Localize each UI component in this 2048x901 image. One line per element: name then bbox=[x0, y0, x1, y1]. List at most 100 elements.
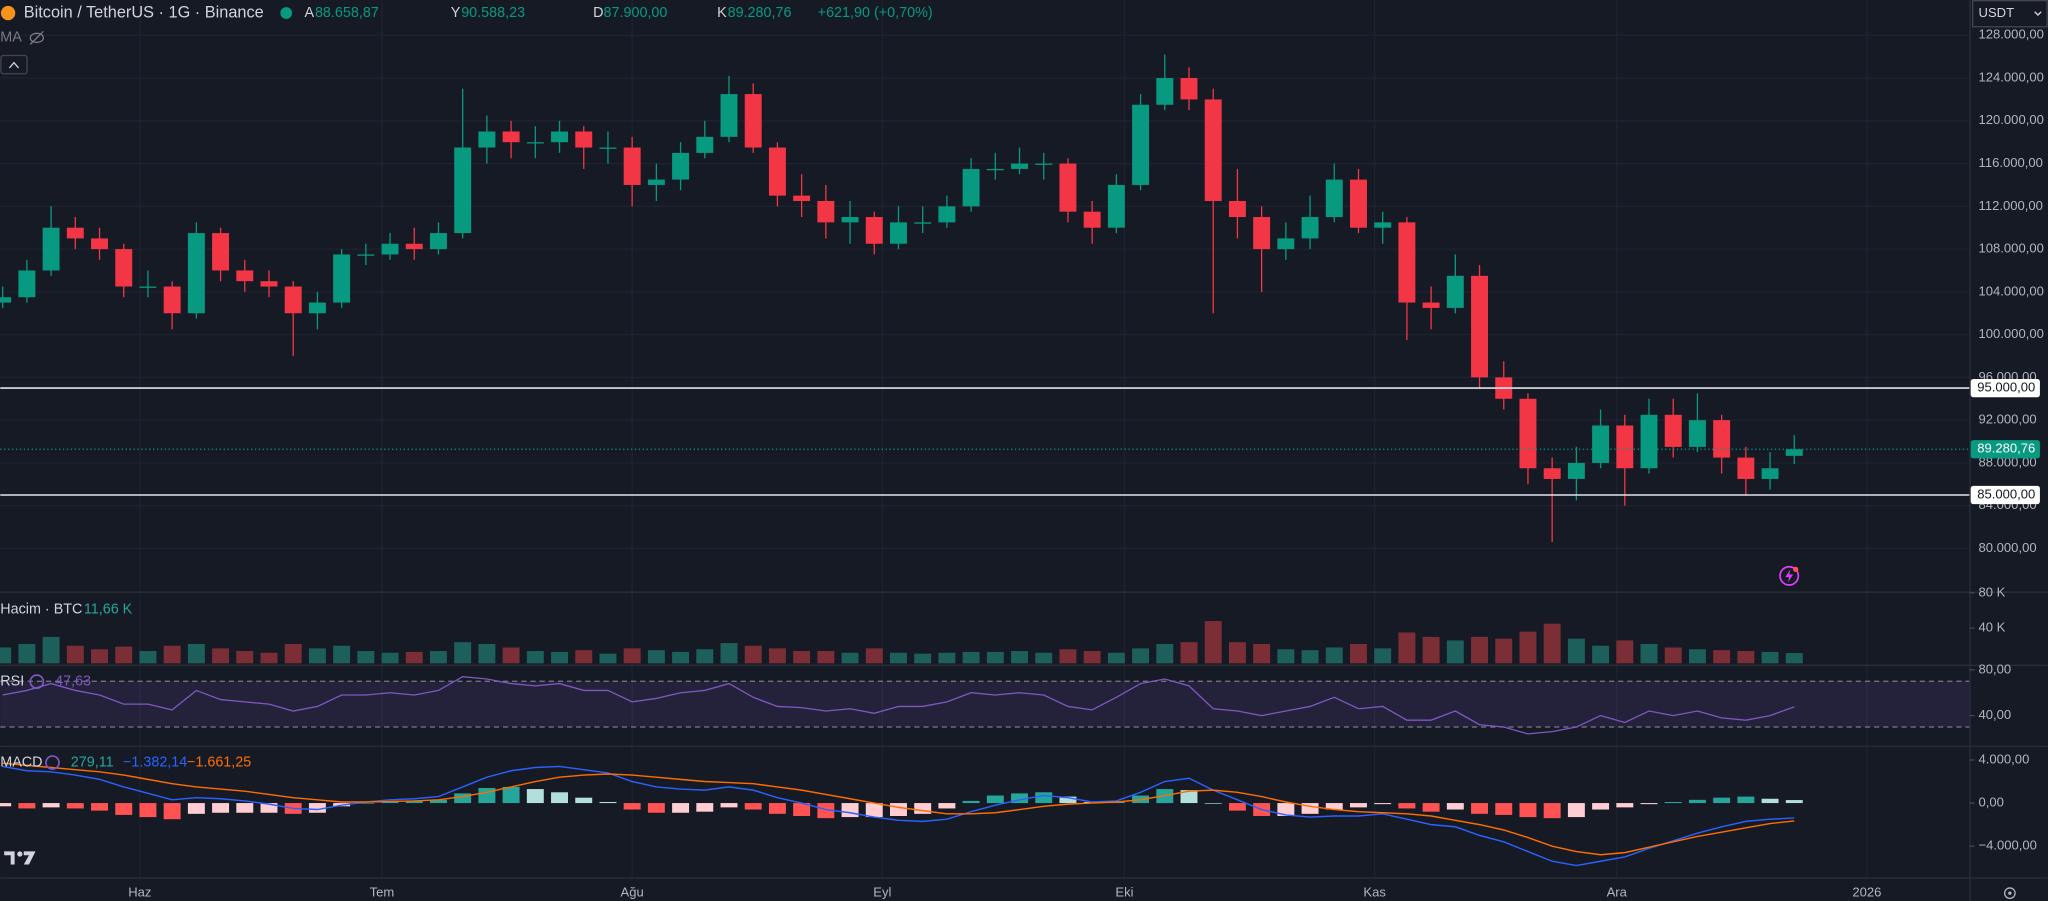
hidden-eye-icon[interactable] bbox=[29, 30, 44, 45]
volume-bar bbox=[1616, 640, 1634, 664]
macd-line bbox=[2, 765, 1795, 867]
candle-body bbox=[308, 302, 326, 314]
y-tick-label: 40,00 bbox=[1979, 707, 2012, 722]
y-tick-label: 4.000,00 bbox=[1979, 751, 2030, 766]
volume-bar bbox=[66, 645, 84, 664]
volume-bar bbox=[1664, 647, 1682, 664]
candle-body bbox=[1253, 217, 1271, 250]
currency-label[interactable]: USDT bbox=[1979, 5, 2015, 20]
settings-icon[interactable] bbox=[2004, 887, 2016, 900]
volume-bar bbox=[623, 648, 641, 664]
macd-histogram-bar bbox=[672, 803, 690, 813]
macd-histogram-bar bbox=[66, 803, 84, 809]
macd-histogram-bar bbox=[1374, 803, 1392, 805]
pane-title: Hacim · BTC bbox=[0, 602, 82, 618]
price-tag bbox=[1970, 485, 2040, 505]
last-price-label: 89.280,76 bbox=[1977, 441, 2035, 456]
candle-body bbox=[284, 286, 302, 314]
macd-histogram-bar bbox=[429, 799, 447, 804]
alert-icon[interactable] bbox=[1779, 565, 1800, 586]
y-tick-label: 104.000,00 bbox=[1979, 283, 2044, 298]
candle-body bbox=[841, 217, 859, 223]
macd-histogram-bar bbox=[1471, 803, 1489, 814]
symbol-title[interactable]: Bitcoin / TetherUS · 1G · Binance bbox=[24, 3, 264, 21]
volume-bar bbox=[18, 643, 36, 664]
macd-histogram-bar bbox=[1228, 803, 1246, 811]
macd-histogram-bar bbox=[1567, 803, 1585, 818]
candle-body bbox=[1204, 99, 1222, 201]
volume-bar bbox=[1761, 651, 1779, 664]
volume-bar bbox=[357, 651, 375, 664]
symbol-icon bbox=[0, 5, 16, 21]
macd-icon[interactable] bbox=[45, 755, 60, 770]
candle-body bbox=[551, 131, 568, 143]
candle-body bbox=[1228, 200, 1246, 218]
rsi-value: 47,63 bbox=[55, 673, 91, 689]
volume-bar bbox=[841, 652, 859, 664]
macd-histogram-bar bbox=[18, 803, 36, 809]
macd-histogram-bar bbox=[599, 801, 617, 804]
x-tick-label: Tem bbox=[370, 885, 395, 900]
volume-bar bbox=[284, 643, 302, 664]
rsi-icon[interactable] bbox=[29, 674, 45, 690]
y-tick-label: 80,00 bbox=[1979, 661, 2012, 676]
candle-body bbox=[938, 206, 956, 223]
candle-body bbox=[187, 233, 205, 314]
macd-histogram-bar bbox=[890, 803, 907, 816]
candle-body bbox=[865, 217, 883, 244]
x-tick-label: Eki bbox=[1115, 885, 1133, 900]
macd-value: −1.382,14 bbox=[123, 754, 187, 770]
macd-histogram-bar bbox=[938, 803, 956, 809]
y-tick-label: −4.000,00 bbox=[1979, 838, 2037, 853]
indicator-label[interactable]: MA bbox=[0, 30, 22, 46]
candle-body bbox=[478, 131, 496, 148]
volume-bar bbox=[1228, 642, 1246, 664]
volume-bar bbox=[1253, 643, 1271, 664]
candle-body bbox=[139, 286, 157, 288]
y-tick-label: 100.000,00 bbox=[1979, 326, 2044, 341]
macd-histogram-bar bbox=[405, 800, 423, 804]
candle-body bbox=[647, 179, 665, 185]
candle-body bbox=[526, 142, 544, 144]
volume-bar bbox=[1350, 643, 1367, 664]
volume-bar bbox=[599, 653, 617, 664]
candle-body bbox=[1398, 222, 1416, 303]
macd-histogram-bar bbox=[817, 803, 835, 819]
volume-bar bbox=[91, 649, 108, 664]
x-tick-label: Kas bbox=[1363, 885, 1386, 900]
macd-histogram-bar bbox=[1011, 793, 1029, 804]
volume-bar bbox=[914, 653, 932, 664]
candle-body bbox=[454, 147, 472, 234]
ohlc-value: 87.900,00 bbox=[604, 5, 668, 21]
y-tick-label: 80 K bbox=[1979, 584, 2006, 599]
y-tick-label: 108.000,00 bbox=[1979, 241, 2044, 256]
price-tag-label: 85.000,00 bbox=[1977, 486, 2035, 501]
candle-body bbox=[1325, 179, 1343, 218]
macd-histogram-bar bbox=[1446, 803, 1464, 810]
candle-body bbox=[1180, 78, 1198, 100]
macd-histogram-bar bbox=[454, 793, 472, 804]
macd-histogram-bar bbox=[1519, 803, 1537, 818]
rsi-band bbox=[0, 681, 1970, 728]
volume-bar bbox=[1277, 649, 1295, 664]
macd-histogram-bar bbox=[1592, 803, 1610, 810]
macd-histogram-bar bbox=[551, 792, 568, 804]
macd-histogram-bar bbox=[381, 801, 399, 804]
price-tag bbox=[1970, 378, 2040, 398]
macd-histogram-bar bbox=[0, 803, 12, 807]
candle-body bbox=[1592, 425, 1610, 463]
volume-bar bbox=[526, 651, 544, 664]
candle-body bbox=[575, 131, 593, 148]
currency-button[interactable]: USDT bbox=[1972, 0, 2048, 28]
candle-body bbox=[744, 94, 762, 148]
macd-histogram-bar bbox=[696, 803, 714, 812]
candle-body bbox=[1059, 163, 1077, 212]
price-tag-label: 95.000,00 bbox=[1977, 380, 2035, 395]
macd-histogram-bar bbox=[1640, 803, 1658, 805]
candle-body bbox=[1374, 222, 1392, 228]
candle-body bbox=[236, 270, 254, 282]
collapse-button[interactable] bbox=[0, 54, 28, 75]
volume-bar bbox=[962, 651, 980, 664]
macd-histogram-bar bbox=[236, 803, 254, 813]
candle-body bbox=[1301, 217, 1319, 239]
